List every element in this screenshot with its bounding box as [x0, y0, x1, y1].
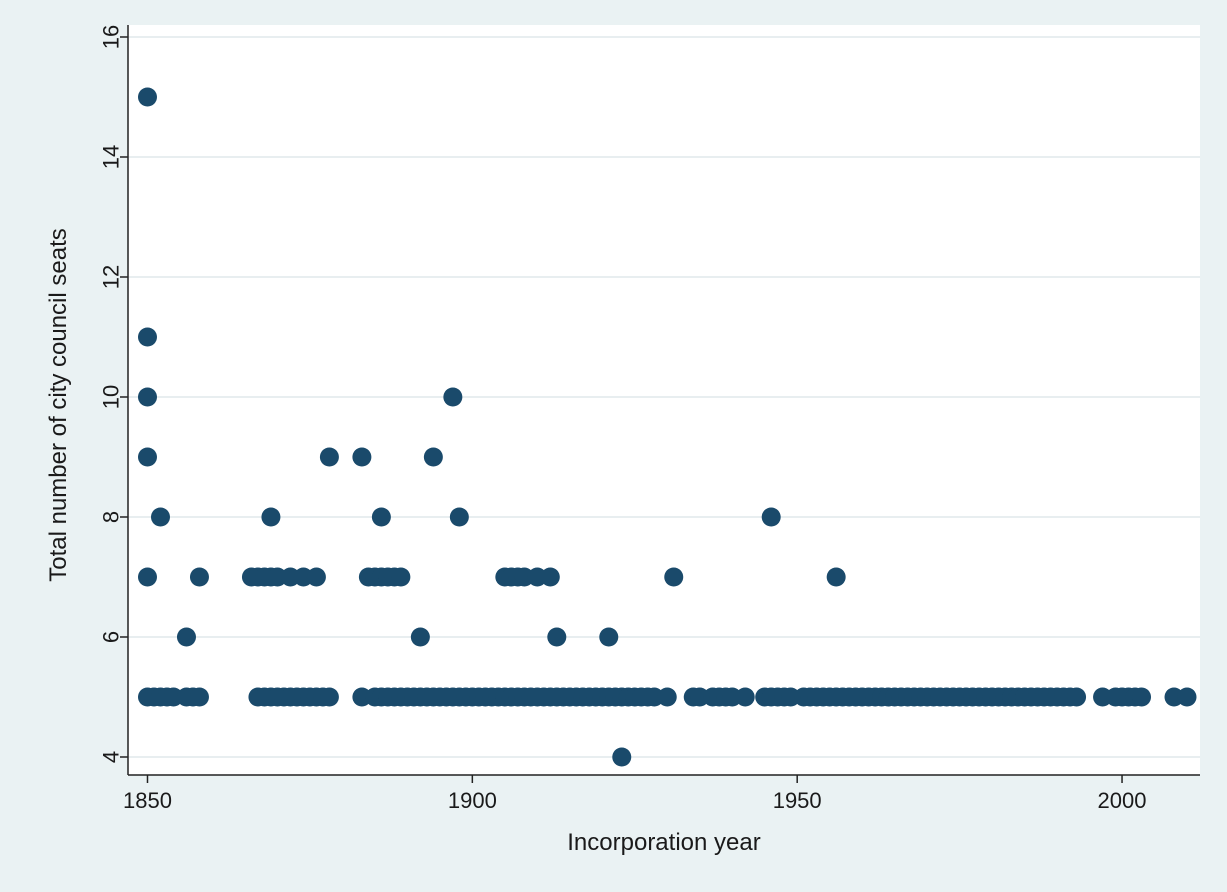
data-point	[1093, 687, 1113, 707]
x-tick-label: 1900	[448, 788, 497, 813]
data-point	[163, 687, 183, 707]
data-point	[1067, 687, 1087, 707]
data-point	[664, 567, 684, 587]
data-point	[137, 87, 157, 107]
data-point	[599, 627, 619, 647]
y-tick-label: 10	[99, 385, 124, 409]
data-point	[410, 627, 430, 647]
data-point	[612, 747, 632, 767]
data-point	[391, 567, 411, 587]
data-point	[137, 447, 157, 467]
data-point	[423, 447, 443, 467]
data-point	[137, 387, 157, 407]
data-point	[267, 567, 287, 587]
data-point	[449, 507, 469, 527]
data-point	[352, 687, 372, 707]
data-point	[443, 387, 463, 407]
data-point	[826, 567, 846, 587]
data-point	[527, 567, 547, 587]
data-point	[547, 627, 567, 647]
data-point	[690, 687, 710, 707]
data-point	[735, 687, 755, 707]
data-point	[540, 567, 560, 587]
y-tick-label: 8	[99, 511, 124, 523]
y-tick-label: 4	[99, 751, 124, 763]
x-axis-title: Incorporation year	[567, 829, 760, 856]
x-tick-label: 1850	[123, 788, 172, 813]
data-point	[189, 687, 209, 707]
x-tick-label: 2000	[1098, 788, 1147, 813]
y-ticks: 4 6 8 10 12 14 16	[99, 25, 128, 763]
gridlines	[128, 36, 1200, 758]
y-tick-label: 12	[99, 265, 124, 289]
data-point	[280, 567, 300, 587]
data-point	[319, 447, 339, 467]
data-point	[150, 507, 170, 527]
data-point	[261, 507, 281, 527]
data-points	[137, 87, 1197, 767]
data-point	[722, 687, 742, 707]
data-point	[1132, 687, 1152, 707]
y-axis-title: Total number of city council seats	[45, 228, 72, 582]
data-point	[1164, 687, 1184, 707]
x-tick-label: 1950	[773, 788, 822, 813]
data-point	[781, 687, 801, 707]
data-point	[1177, 687, 1197, 707]
y-tick-label: 6	[99, 631, 124, 643]
x-ticks: 1850 1900 1950 2000	[123, 775, 1147, 813]
data-point	[319, 687, 339, 707]
data-point	[657, 687, 677, 707]
data-point	[176, 627, 196, 647]
data-point	[514, 567, 534, 587]
data-point	[137, 567, 157, 587]
data-point	[137, 327, 157, 347]
axes	[127, 25, 1200, 776]
data-point	[352, 447, 372, 467]
data-point	[306, 567, 326, 587]
data-point	[371, 507, 391, 527]
data-point	[293, 567, 313, 587]
y-tick-label: 14	[99, 145, 124, 169]
plot-area	[128, 25, 1200, 775]
data-point	[189, 567, 209, 587]
data-point	[761, 507, 781, 527]
data-point	[644, 687, 664, 707]
y-tick-label: 16	[99, 25, 124, 49]
